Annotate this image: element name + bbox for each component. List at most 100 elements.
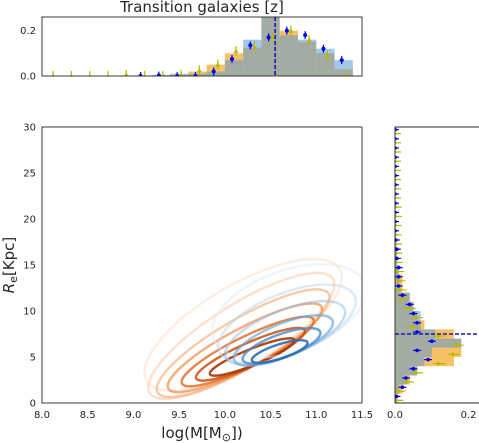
right-point-yellow-17 [395,241,399,247]
top-point-yellow-7 [179,72,184,76]
right-bar-blue-12 [395,283,399,293]
top-bar-blue-9 [206,71,225,76]
right-point-yellow-22 [395,196,398,200]
right-point-yellow-20 [395,214,399,219]
right-point-yellow-28 [395,141,398,145]
top-point-yellow-3 [106,73,110,76]
main-frame [41,126,363,404]
main-xtick-label: 8.0 [34,410,50,421]
main-ytick-label: 20 [23,215,36,226]
right-point-yellow-4 [437,361,442,367]
top-point-yellow-10 [233,48,239,54]
main-xtick-label: 11.5 [351,410,373,421]
top-bar-blue-11 [243,39,262,76]
right-point-blue-7 [415,330,419,334]
right-xtick-label: 0.0 [387,410,403,421]
top-bar-blue-8 [188,73,207,76]
chart-title: Transition galaxies [z] [119,0,284,16]
right-point-yellow-27 [395,150,398,154]
top-bar-blue-6 [151,74,170,76]
right-bar-blue-5 [395,347,432,357]
main-xtick-label: 11.0 [305,410,327,421]
top-bar-blue-16 [334,60,353,76]
right-bar-blue-2 [395,375,407,385]
right-point-blue-8 [415,321,419,325]
top-point-blue-14 [303,33,308,38]
right-frame [394,126,479,404]
main-xtick-label: 9.5 [171,410,187,421]
main-ytick-label: 10 [23,307,36,318]
y-axis-label: Re[Kpc] [0,237,20,294]
main-ytick-label: 15 [23,261,36,272]
right-point-yellow-29 [395,132,398,135]
top-bar-blue-10 [224,60,244,76]
main-ytick-label: 25 [23,169,36,180]
top-point-yellow-0 [51,73,55,76]
main-xtick-label: 8.5 [80,410,96,421]
top-point-yellow-4 [124,72,129,76]
right-point-yellow-25 [395,169,398,172]
right-point-yellow-24 [395,178,398,181]
right-bar-blue-10 [395,301,414,311]
top-bar-blue-13 [279,35,298,76]
top-point-blue-7 [175,74,180,76]
top-point-blue-6 [156,73,161,76]
right-point-blue-13 [396,275,401,279]
contour-blues-5 [250,339,309,364]
main-xtick-label: 10.0 [214,410,236,421]
right-point-yellow-3 [415,370,420,376]
right-point-blue-2 [404,376,408,380]
top-point-yellow-9 [215,62,221,67]
top-point-blue-10 [230,56,234,61]
right-bar-blue-15 [395,255,397,265]
right-bar-blue-16 [395,246,397,256]
right-hist-bars [395,127,479,403]
top-point-yellow-12 [270,34,276,40]
top-bar-blue-7 [170,73,189,76]
top-point-yellow-2 [88,73,92,76]
top-bar-orange-9 [206,64,225,76]
main-xtick-label: 9.0 [125,410,141,421]
top-point-blue-9 [211,69,216,74]
top-point-yellow-13 [288,28,294,33]
right-point-blue-9 [411,311,416,316]
right-point-yellow-19 [395,223,399,228]
right-point-yellow-23 [395,187,398,191]
contour-oranges-0 [143,257,344,392]
right-point-yellow-11 [400,296,405,302]
top-bar-blue-15 [316,48,335,76]
right-point-yellow-26 [395,159,398,163]
main-ytick-label: 0 [30,399,36,410]
top-point-yellow-14 [306,37,312,42]
right-point-yellow-14 [395,269,401,275]
top-point-blue-16 [339,58,344,63]
right-point-blue-6 [430,339,434,344]
main-ytick-label: 5 [30,353,36,364]
right-point-yellow-5 [451,351,457,357]
right-point-blue-4 [426,357,430,362]
top-point-yellow-15 [324,53,330,58]
right-point-blue-3 [411,367,416,371]
top-hist-bars [51,17,353,76]
right-bar-blue-11 [395,292,410,302]
right-point-blue-12 [396,284,401,288]
right-point-yellow-8 [411,324,416,330]
top-point-blue-15 [321,46,326,51]
top-point-blue-12 [266,35,271,40]
right-point-yellow-10 [407,305,413,311]
top-point-blue-5 [138,74,143,76]
right-point-blue-17 [395,238,398,242]
right-point-yellow-16 [395,250,399,256]
right-point-blue-5 [415,348,419,353]
right-point-blue-16 [395,247,399,251]
top-point-blue-8 [193,74,198,76]
top-ytick-label: 0.0 [20,72,36,83]
right-bar-blue-13 [395,274,399,284]
top-point-yellow-11 [251,44,257,49]
top-point-blue-13 [284,28,289,33]
main-xtick-label: 10.5 [259,410,281,421]
right-point-yellow-2 [405,379,411,385]
right-point-yellow-13 [397,278,402,284]
right-point-yellow-1 [397,388,402,394]
